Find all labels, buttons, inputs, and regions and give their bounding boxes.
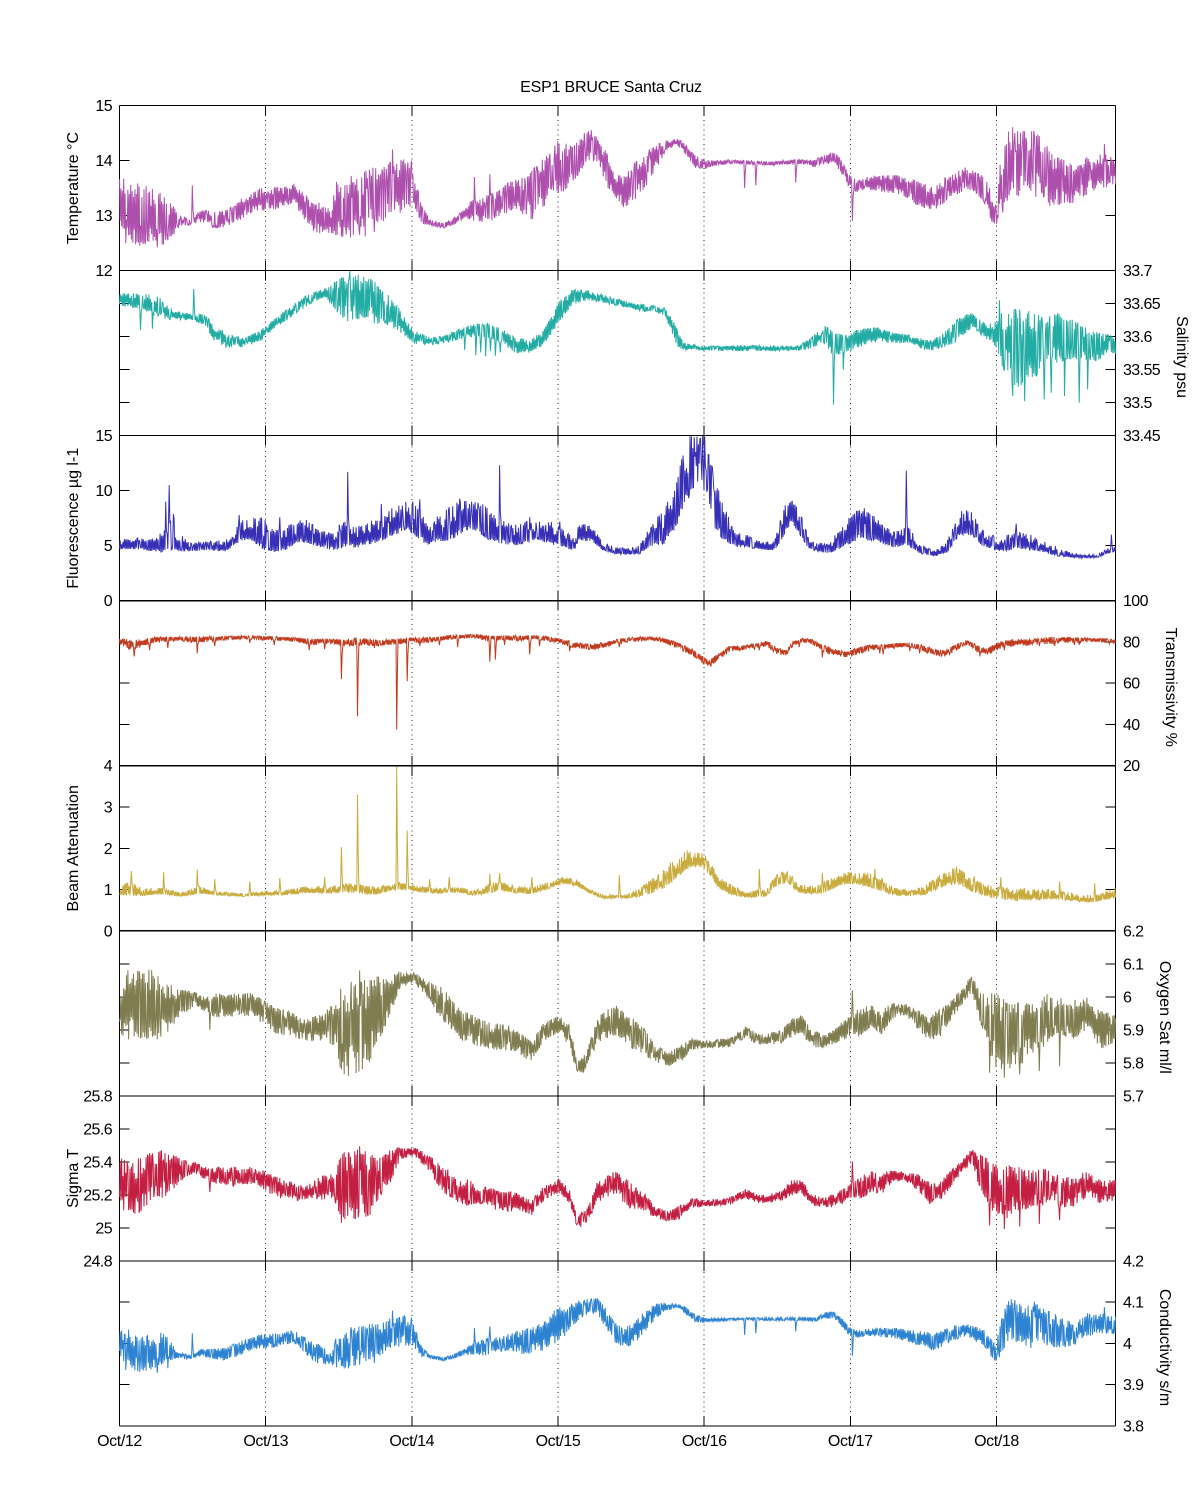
svg-text:Oct/12: Oct/12 (97, 1433, 142, 1450)
svg-text:40: 40 (1123, 717, 1140, 734)
svg-text:Beam Attenuation: Beam Attenuation (65, 785, 82, 911)
svg-text:24.8: 24.8 (83, 1253, 112, 1270)
svg-text:33.65: 33.65 (1123, 296, 1161, 313)
svg-text:Conductivity s/m: Conductivity s/m (1156, 1289, 1173, 1406)
svg-text:ESP1 BRUCE Santa Cruz: ESP1 BRUCE Santa Cruz (520, 79, 702, 96)
svg-text:3.9: 3.9 (1123, 1377, 1144, 1394)
svg-text:33.5: 33.5 (1123, 395, 1152, 412)
svg-text:20: 20 (1123, 758, 1140, 775)
svg-text:Salinity psu: Salinity psu (1173, 316, 1190, 398)
svg-text:25: 25 (95, 1220, 112, 1237)
svg-text:Oxygen Sat ml/l: Oxygen Sat ml/l (1156, 961, 1173, 1074)
svg-text:6.1: 6.1 (1123, 956, 1144, 973)
svg-text:Oct/16: Oct/16 (682, 1433, 727, 1450)
svg-text:33.45: 33.45 (1123, 428, 1161, 445)
svg-text:6.2: 6.2 (1123, 923, 1144, 940)
svg-text:4.2: 4.2 (1123, 1253, 1144, 1270)
svg-text:1: 1 (104, 882, 113, 899)
svg-text:100: 100 (1123, 593, 1149, 610)
svg-text:25.4: 25.4 (83, 1154, 112, 1171)
svg-text:33.7: 33.7 (1123, 263, 1152, 280)
svg-text:15: 15 (95, 98, 112, 115)
svg-text:Sigma T: Sigma T (65, 1149, 82, 1209)
svg-text:5: 5 (104, 538, 113, 555)
svg-text:80: 80 (1123, 635, 1140, 652)
svg-text:25.8: 25.8 (83, 1088, 112, 1105)
svg-text:5.8: 5.8 (1123, 1055, 1144, 1072)
svg-text:15: 15 (95, 428, 112, 445)
svg-text:Temperature °C: Temperature °C (65, 132, 82, 244)
svg-text:4.1: 4.1 (1123, 1295, 1144, 1312)
svg-text:Oct/14: Oct/14 (389, 1433, 434, 1450)
svg-text:12: 12 (95, 263, 112, 280)
svg-text:Transmissivity %: Transmissivity % (1162, 627, 1179, 746)
svg-text:10: 10 (95, 483, 112, 500)
svg-text:13: 13 (95, 208, 112, 225)
svg-text:33.6: 33.6 (1123, 329, 1152, 346)
svg-text:Oct/13: Oct/13 (243, 1433, 288, 1450)
svg-text:3: 3 (104, 800, 113, 817)
svg-text:Fluorescence µg l-1: Fluorescence µg l-1 (65, 448, 82, 589)
svg-text:0: 0 (104, 923, 113, 940)
svg-text:60: 60 (1123, 676, 1140, 693)
svg-text:Oct/17: Oct/17 (828, 1433, 873, 1450)
svg-text:0: 0 (104, 593, 113, 610)
svg-text:4: 4 (104, 758, 113, 775)
svg-text:33.55: 33.55 (1123, 362, 1161, 379)
svg-text:3.8: 3.8 (1123, 1419, 1144, 1436)
svg-text:Oct/18: Oct/18 (974, 1433, 1019, 1450)
svg-text:25.2: 25.2 (83, 1187, 112, 1204)
svg-text:25.6: 25.6 (83, 1121, 112, 1138)
svg-text:2: 2 (104, 841, 113, 858)
svg-text:6: 6 (1123, 989, 1132, 1006)
svg-text:5.9: 5.9 (1123, 1022, 1144, 1039)
svg-text:5.7: 5.7 (1123, 1088, 1144, 1105)
svg-text:4: 4 (1123, 1336, 1132, 1353)
svg-text:14: 14 (95, 153, 112, 170)
svg-text:Oct/15: Oct/15 (536, 1433, 581, 1450)
